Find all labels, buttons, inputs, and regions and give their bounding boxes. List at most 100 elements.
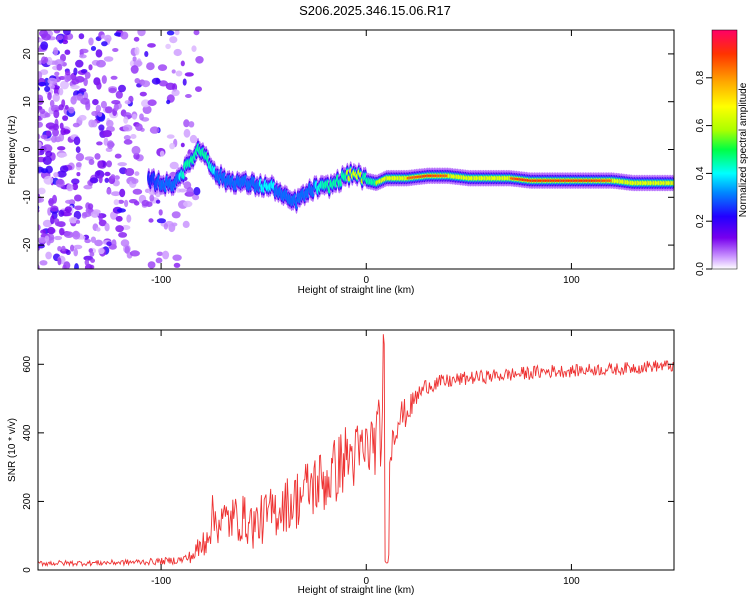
spectrogram-noise-blob <box>183 200 193 208</box>
spectrogram-noise-blob <box>88 64 93 71</box>
spectrogram-noise-blob <box>53 109 60 119</box>
spectrogram-noise-blob <box>64 206 72 213</box>
spectrogram-noise-blob <box>38 71 43 80</box>
spectrogram-noise-blob <box>141 199 150 207</box>
spectrogram-noise-blob <box>189 134 198 144</box>
spectrogram-noise-blob <box>38 133 41 140</box>
spectrogram-noise-blob <box>88 37 94 46</box>
spectrogram-noise-blob <box>162 250 170 260</box>
spectrogram-noise-blob <box>183 128 191 138</box>
spectrogram-noise-blob <box>112 48 119 52</box>
spectrogram-noise-blob <box>78 114 87 121</box>
spectrogram-noise-blob <box>102 130 112 138</box>
spectrogram-noise-blob <box>49 99 55 108</box>
spectrogram-noise-blob <box>98 213 103 223</box>
spectrogram-noise-blob <box>74 263 79 269</box>
spectrogram-noise-blob <box>63 129 71 134</box>
spectrogram-noise-blob <box>124 245 130 254</box>
x-tick-label: 100 <box>563 576 580 587</box>
spectrogram-noise-blob <box>73 136 81 146</box>
spectrogram-noise-blob <box>60 80 69 90</box>
spectrogram-noise-blob <box>192 194 200 201</box>
spectrogram-noise-blob <box>124 168 135 176</box>
spectrogram-noise-blob <box>42 219 53 228</box>
spectrogram-noise-blob <box>169 161 179 170</box>
spectrogram-noise-blob <box>62 211 72 217</box>
spectrogram-noise-blob <box>41 33 51 41</box>
spectrogram-noise-blob <box>113 103 119 112</box>
spectrogram-noise-blob <box>146 62 155 71</box>
spectrogram-noise-blob <box>92 99 99 106</box>
colorbar-frame <box>711 29 738 270</box>
spectrogram-noise-cloud <box>32 30 204 269</box>
spectrogram-noise-blob <box>180 60 185 67</box>
spectrogram-noise-blob <box>171 89 180 97</box>
y-tick-label: 20 <box>22 48 33 60</box>
spectrogram-noise-blob <box>114 32 122 37</box>
spectrogram-noise-blob <box>42 156 52 165</box>
spectrogram-noise-blob <box>117 199 125 204</box>
spectrogram-ridge-cell <box>676 175 679 192</box>
spectrogram-noise-blob <box>32 65 38 71</box>
spectrogram-noise-blob <box>73 244 83 250</box>
spectrogram-noise-blob <box>186 186 194 196</box>
colorbar-tick-label: 0.6 <box>695 118 706 132</box>
spectrogram-noise-blob <box>38 81 47 87</box>
spectrogram-noise-blob <box>126 214 132 223</box>
spectrogram-noise-blob <box>74 194 82 202</box>
spectrogram-noise-blob <box>79 54 87 59</box>
spectrogram-noise-blob <box>101 34 106 39</box>
spectrogram-noise-blob <box>62 115 69 121</box>
spectrogram-noise-blob <box>124 199 129 208</box>
spectrogram-noise-blob <box>45 150 53 157</box>
spectrogram-noise-blob <box>56 35 64 41</box>
spectrogram-background <box>38 30 674 269</box>
snr-frame <box>37 329 675 571</box>
spectrogram-noise-blob <box>113 199 120 206</box>
spectrogram-noise-blob <box>169 142 176 150</box>
colorbar: 0.0 0.2 0.4 0.6 0.8 Normalized spectral ampl… <box>695 29 749 276</box>
spectrogram-noise-blob <box>134 171 140 176</box>
spectrogram-noise-blob <box>120 31 129 40</box>
spectrogram-noise-blob <box>111 100 121 105</box>
spectrogram-noise-blob <box>173 48 182 57</box>
x-tick-label: 0 <box>363 275 369 286</box>
spectrogram-noise-blob <box>97 247 105 255</box>
spectrogram-noise-blob <box>97 160 103 169</box>
spectrogram-noise-blob <box>70 96 77 105</box>
spectrogram-noise-blob <box>115 90 123 99</box>
spectrogram-noise-blob <box>106 188 112 195</box>
spectrogram-noise-blob <box>129 250 140 257</box>
spectrogram-noise-blob <box>98 124 105 131</box>
spectrogram-noise-blob <box>75 153 85 162</box>
spectrogram-noise-blob <box>120 239 130 247</box>
spectrogram-noise-blob <box>155 257 163 264</box>
spectrogram-noise-blob <box>104 171 111 177</box>
spectrogram-noise-blob <box>40 69 49 75</box>
spectrogram-noise-blob <box>89 251 95 257</box>
spectrogram-noise-blob <box>80 69 88 74</box>
spectrogram-noise-blob <box>90 210 100 218</box>
spectrogram-noise-blob <box>124 100 131 105</box>
x-tick-label: 0 <box>363 576 369 587</box>
spectrogram-noise-blob <box>104 223 110 232</box>
spectrogram-noise-blob <box>40 229 46 234</box>
spectrogram-noise-blob <box>193 187 201 196</box>
spectrogram-noise-blob <box>90 258 95 263</box>
spectrogram-noise-blob <box>75 219 81 224</box>
y-tick-label: 10 <box>22 96 33 108</box>
spectrogram-noise-blob <box>68 216 78 224</box>
spectrogram-noise-blob <box>42 144 53 153</box>
spectrogram-noise-blob <box>104 106 113 114</box>
spectrogram-noise-blob <box>151 77 161 85</box>
spectrogram-noise-blob <box>134 46 140 56</box>
spectrogram-noise-blob <box>71 178 80 185</box>
x-tick-label: -100 <box>151 576 171 587</box>
spectrogram-noise-blob <box>47 92 52 101</box>
spectrogram-noise-blob <box>68 106 75 114</box>
spectrogram-noise-blob <box>79 88 87 93</box>
spectrogram-noise-blob <box>188 121 195 128</box>
spectrogram-noise-blob <box>98 175 103 184</box>
spectrogram-noise-blob <box>117 162 127 167</box>
